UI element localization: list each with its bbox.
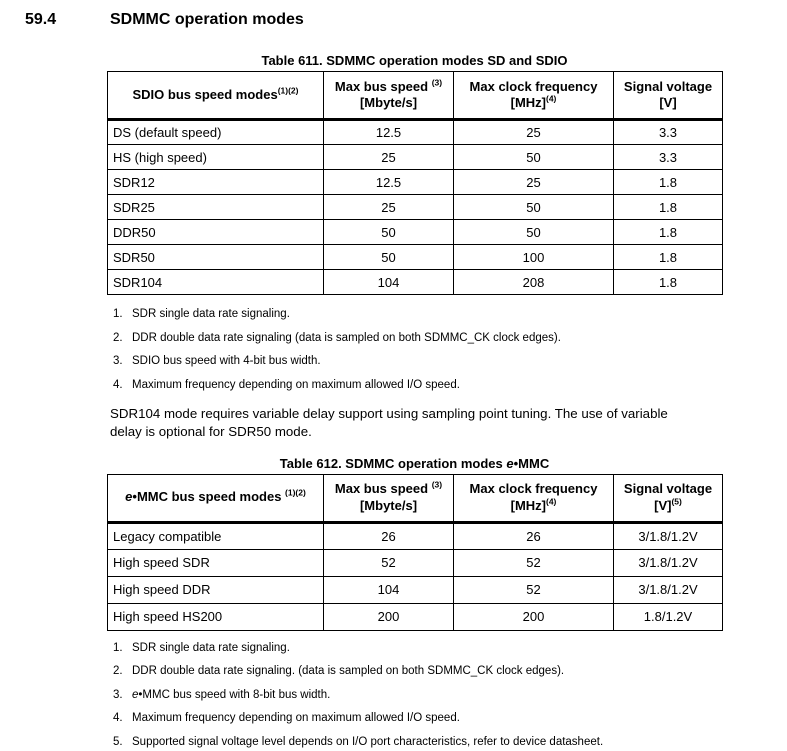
col-header-max-bus-speed: Max bus speed (3) [Mbyte/s] [323, 71, 454, 121]
clock-frequency-cell: 50 [453, 219, 614, 245]
table-row: SDR50 50 100 1.8 [107, 244, 723, 270]
table-row: DDR50 50 50 1.8 [107, 219, 723, 245]
bus-speed-cell: 104 [323, 575, 454, 604]
footnote: 5. Supported signal voltage level depends… [113, 735, 604, 748]
mode-cell: SDR104 [107, 269, 324, 295]
mode-cell: DS (default speed) [107, 119, 324, 145]
table-611-caption: Table 611. SDMMC operation modes SD and … [261, 53, 568, 68]
table-612-footnotes: 1. SDR single data rate signaling. 2. DDR … [113, 641, 753, 749]
mode-cell: High speed DDR [107, 575, 324, 604]
voltage-cell: 3/1.8/1.2V [613, 548, 723, 577]
table-row: SDR12 12.5 25 1.8 [107, 169, 723, 195]
col-header-max-clock-frequency: Max clock frequency [MHz](4) [453, 473, 614, 524]
clock-frequency-cell: 26 [453, 521, 614, 550]
bus-speed-cell: 25 [323, 144, 454, 170]
footnote: 4. Maximum frequency depending on maximum… [113, 378, 460, 391]
col-header-signal-voltage: Signal voltage [V] [613, 71, 723, 121]
voltage-cell: 3.3 [613, 119, 723, 145]
bus-speed-cell: 50 [323, 244, 454, 270]
voltage-cell: 3.3 [613, 144, 723, 170]
col-header-max-bus-speed: Max bus speed (3) [Mbyte/s] [323, 473, 454, 524]
mode-cell: High speed HS200 [107, 602, 324, 631]
footnote: 1. SDR single data rate signaling. [113, 308, 290, 320]
clock-frequency-cell: 200 [453, 602, 614, 631]
table-row: High speed HS200 200 200 1.8/1.2V [107, 602, 723, 631]
voltage-cell: 3/1.8/1.2V [613, 575, 723, 604]
col-header-signal-voltage: Signal voltage [V](5) [613, 473, 723, 524]
voltage-cell: 3/1.8/1.2V [613, 521, 723, 550]
table-header-row: SDIO bus speed modes(1)(2) Max bus speed… [107, 71, 723, 121]
clock-frequency-cell: 100 [453, 244, 614, 270]
table-611-footnotes: 1. SDR single data rate signaling. 2. DDR … [113, 307, 753, 392]
section-number: 59.4 [25, 11, 57, 28]
footnote: 4. Maximum frequency depending on maximum… [113, 712, 460, 724]
mode-cell: DDR50 [107, 219, 324, 245]
voltage-cell: 1.8 [613, 244, 723, 270]
table-row: High speed SDR 52 52 3/1.8/1.2V [107, 548, 723, 577]
mode-cell: HS (high speed) [107, 144, 324, 170]
section-heading: 59.4 SDMMC operation modes [0, 11, 787, 29]
col-header-bus-speed-modes: SDIO bus speed modes(1)(2) [107, 71, 324, 121]
voltage-cell: 1.8/1.2V [613, 602, 723, 631]
bus-speed-cell: 200 [323, 602, 454, 631]
col-header-max-clock-frequency: Max clock frequency [MHz](4) [453, 71, 614, 121]
table-612-caption: Table 612. SDMMC operation modes e•MMC [279, 455, 550, 471]
table-row: DS (default speed) 12.5 25 3.3 [107, 119, 723, 145]
bus-speed-cell: 12.5 [323, 119, 454, 145]
bus-speed-cell: 25 [323, 194, 454, 220]
table-row: Legacy compatible 26 26 3/1.8/1.2V [107, 521, 723, 550]
table-row: High speed DDR 104 52 3/1.8/1.2V [107, 575, 723, 604]
bus-speed-cell: 12.5 [323, 169, 454, 195]
section-title: SDMMC operation modes [110, 11, 304, 28]
footnote: 3. SDIO bus speed with 4-bit bus width. [113, 355, 321, 367]
clock-frequency-cell: 52 [453, 548, 614, 577]
table-header-row: e•MMC bus speed modes (1)(2) Max bus spe… [107, 473, 723, 524]
mode-cell: SDR25 [107, 194, 324, 220]
clock-frequency-cell: 50 [453, 194, 614, 220]
mode-cell: SDR12 [107, 169, 324, 195]
bus-speed-cell: 52 [323, 548, 454, 577]
bus-speed-cell: 50 [323, 219, 454, 245]
emmc-modes-table: e•MMC bus speed modes (1)(2) Max bus spe… [107, 473, 723, 631]
col-header-bus-speed-modes: e•MMC bus speed modes (1)(2) [107, 473, 324, 524]
table-row: HS (high speed) 25 50 3.3 [107, 144, 723, 170]
footnote: 1. SDR single data rate signaling. [113, 641, 290, 654]
bus-speed-cell: 104 [323, 269, 454, 295]
clock-frequency-cell: 50 [453, 144, 614, 170]
table-row: SDR25 25 50 1.8 [107, 194, 723, 220]
clock-frequency-cell: 208 [453, 269, 614, 295]
voltage-cell: 1.8 [613, 219, 723, 245]
sd-sdio-modes-table: SDIO bus speed modes(1)(2) Max bus speed… [107, 71, 723, 295]
voltage-cell: 1.8 [613, 269, 723, 295]
voltage-cell: 1.8 [613, 194, 723, 220]
voltage-cell: 1.8 [613, 169, 723, 195]
bus-speed-cell: 26 [323, 521, 454, 550]
clock-frequency-cell: 52 [453, 575, 614, 604]
mode-cell: SDR50 [107, 244, 324, 270]
footnote: 2. DDR double data rate signaling. (data … [113, 665, 565, 677]
clock-frequency-cell: 25 [453, 169, 614, 195]
mode-cell: Legacy compatible [107, 521, 324, 550]
body-paragraph: SDR104 mode requires variable delay supp… [110, 405, 668, 439]
footnote: 2. DDR double data rate signaling (data i… [113, 331, 561, 344]
table-row: SDR104 104 208 1.8 [107, 269, 723, 295]
clock-frequency-cell: 25 [453, 119, 614, 145]
mode-cell: High speed SDR [107, 548, 324, 577]
footnote: 3. e•MMC bus speed with 8-bit bus width. [113, 688, 331, 701]
